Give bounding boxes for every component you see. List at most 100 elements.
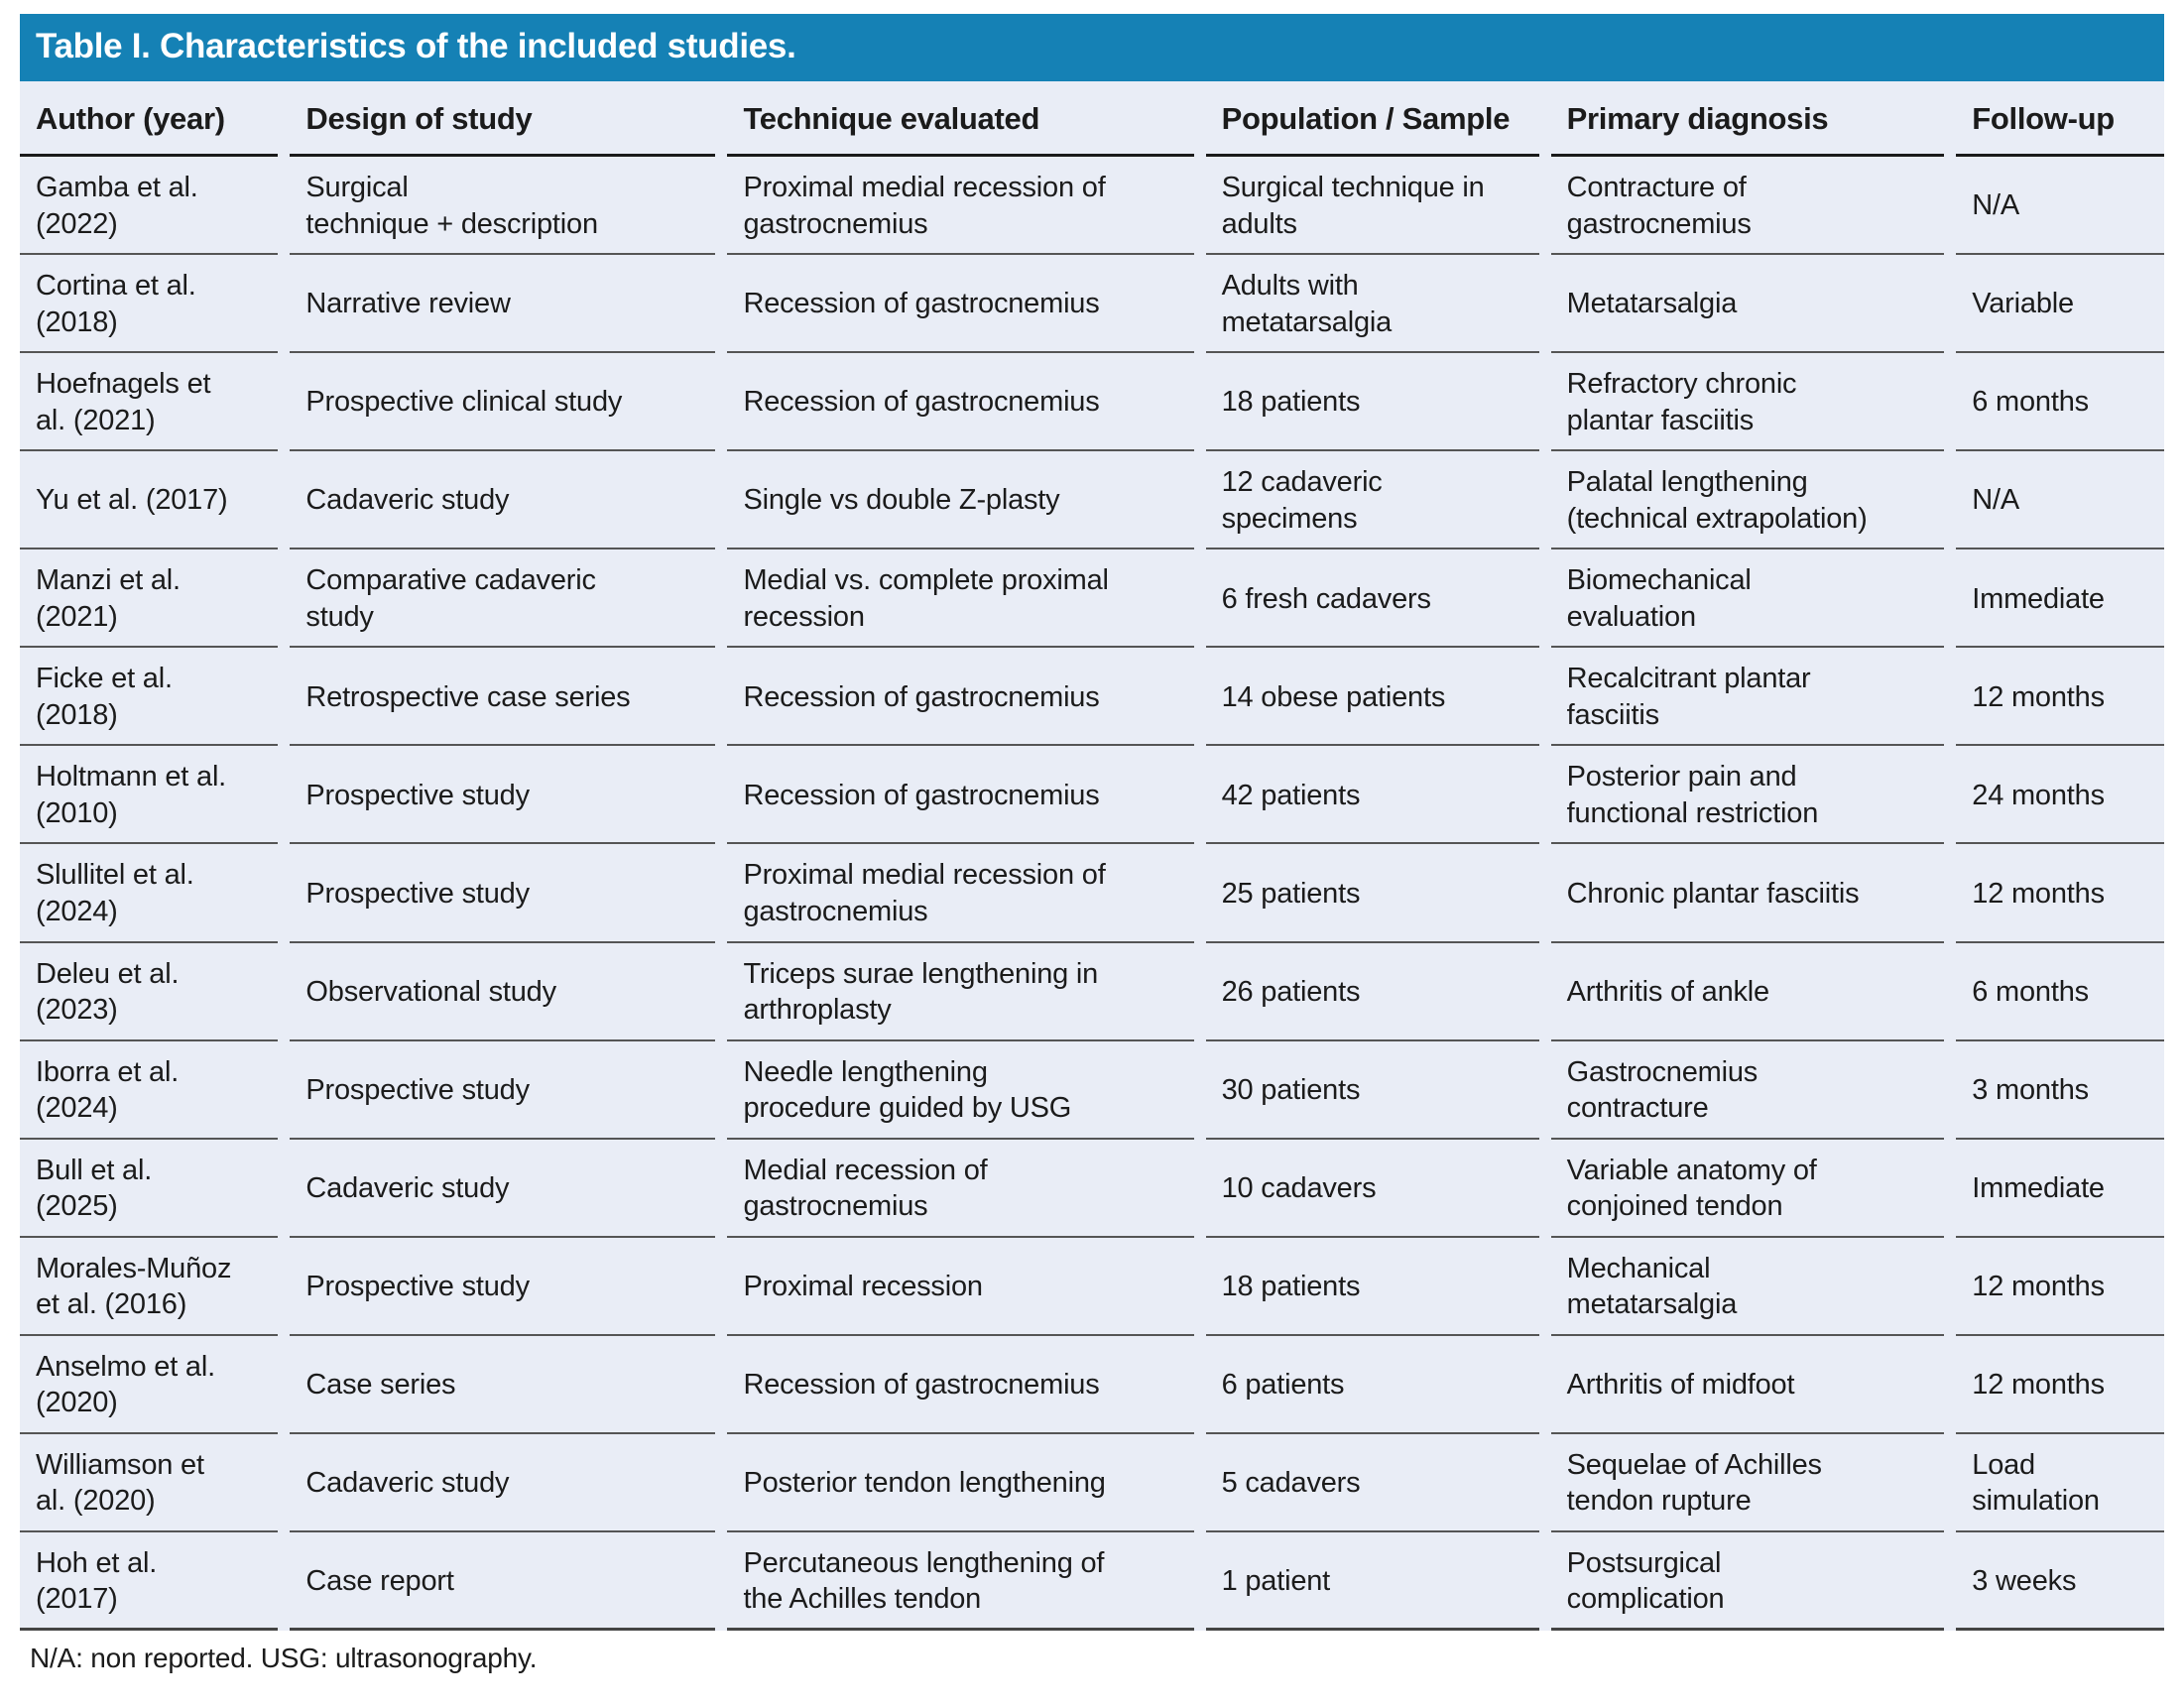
table-cell: Needle lengthening procedure guided by U… [727,1041,1205,1140]
table-cell: Recalcitrant plantar fasciitis [1550,648,1957,747]
table-cell: Slullitel et al. (2024) [20,844,290,943]
table-cell: 18 patients [1205,353,1551,452]
table-cell: Sequelae of Achilles tendon rupture [1550,1434,1957,1532]
table-cell: Biomechanical evaluation [1550,549,1957,649]
table-cell: Hoh et al. (2017) [20,1532,290,1631]
table-cell: N/A [1956,451,2164,550]
table-cell: 6 months [1956,353,2164,452]
table-cell: Proximal medial recession of gastrocnemi… [727,844,1205,943]
column-header: Technique evaluated [727,81,1205,157]
table-cell: Variable anatomy of conjoined tendon [1550,1140,1957,1238]
table-cell: Cadaveric study [290,451,727,550]
table-cell: Deleu et al. (2023) [20,943,290,1041]
table-row: Manzi et al. (2021) Comparative cadaveric… [20,549,2164,649]
table-cell: Ficke et al. (2018) [20,648,290,747]
table-cell: 6 months [1956,943,2164,1041]
table-cell: Anselmo et al. (2020) [20,1336,290,1434]
table-row: Cortina et al. (2018) Narrative review Rec… [20,255,2164,354]
table-cell: Prospective study [290,746,727,845]
table-cell: 14 obese patients [1205,648,1551,747]
table-cell: Load simulation [1956,1434,2164,1532]
table-cell: Narrative review [290,255,727,354]
table-row: Yu et al. (2017) Cadaveric study Single vs… [20,451,2164,550]
table-row: Anselmo et al. (2020) Case series Recessio… [20,1336,2164,1434]
table-cell: Medial recession of gastrocnemius [727,1140,1205,1238]
column-header: Primary diagnosis [1550,81,1957,157]
table-row: Morales-Muñoz et al. (2016) Prospective s… [20,1238,2164,1336]
table-cell: Holtmann et al. (2010) [20,746,290,845]
table-cell: Retrospective case series [290,648,727,747]
table-cell: Immediate [1956,549,2164,649]
table-cell: Immediate [1956,1140,2164,1238]
table-cell: Postsurgical complication [1550,1532,1957,1631]
table-cell: 30 patients [1205,1041,1551,1140]
table-cell: Palatal lengthening (technical extrapola… [1550,451,1957,550]
column-header: Follow-up [1956,81,2164,157]
table-cell: Recession of gastrocnemius [727,353,1205,452]
table-cell: Gastrocnemius contracture [1550,1041,1957,1140]
table-cell: 3 months [1956,1041,2164,1140]
table-cell: Arthritis of midfoot [1550,1336,1957,1434]
table-cell: Posterior pain and functional restrictio… [1550,746,1957,845]
table-cell: Bull et al. (2025) [20,1140,290,1238]
table-cell: 1 patient [1205,1532,1551,1631]
table-cell: 18 patients [1205,1238,1551,1336]
table-cell: Gamba et al. (2022) [20,157,290,256]
header-row: Author (year) Design of study Technique ev… [20,81,2164,157]
table-cell: Recession of gastrocnemius [727,1336,1205,1434]
table-row: Williamson et al. (2020) Cadaveric study P… [20,1434,2164,1532]
table-row: Hoh et al. (2017) Case report Percutaneous… [20,1532,2164,1631]
table-cell: N/A [1956,157,2164,256]
table-cell: Comparative cadaveric study [290,549,727,649]
table-cell: Triceps surae lengthening in arthroplast… [727,943,1205,1041]
table-cell: Chronic plantar fasciitis [1550,844,1957,943]
table-cell: 6 fresh cadavers [1205,549,1551,649]
table-cell: 24 months [1956,746,2164,845]
table-cell: Proximal recession [727,1238,1205,1336]
table-cell: 6 patients [1205,1336,1551,1434]
table-cell: Mechanical metatarsalgia [1550,1238,1957,1336]
table-row: Deleu et al. (2023) Observational study Tr… [20,943,2164,1041]
table-cell: 5 cadavers [1205,1434,1551,1532]
table-cell: Prospective study [290,1238,727,1336]
table-cell: Proximal medial recession of gastrocnemi… [727,157,1205,256]
table-cell: Adults with metatarsalgia [1205,255,1551,354]
table-cell: Single vs double Z-plasty [727,451,1205,550]
characteristics-table: Author (year) Design of study Technique ev… [20,81,2164,1631]
column-header: Author (year) [20,81,290,157]
table-row: Gamba et al. (2022) Surgical technique + … [20,157,2164,256]
table-cell: Observational study [290,943,727,1041]
table-row: Slullitel et al. (2024) Prospective study… [20,844,2164,943]
table-row: Ficke et al. (2018) Retrospective case se… [20,648,2164,747]
table-cell: 12 months [1956,844,2164,943]
table-cell: Recession of gastrocnemius [727,255,1205,354]
table-cell: 12 months [1956,1336,2164,1434]
table-cell: Case series [290,1336,727,1434]
table-row: Holtmann et al. (2010) Prospective study R… [20,746,2164,845]
table-cell: Arthritis of ankle [1550,943,1957,1041]
table-cell: Hoefnagels et al. (2021) [20,353,290,452]
column-header: Population / Sample [1205,81,1551,157]
table-body: Gamba et al. (2022) Surgical technique + … [20,157,2164,1631]
table-cell: Cadaveric study [290,1140,727,1238]
table-cell: 12 months [1956,648,2164,747]
table-footnote: N/A: non reported. USG: ultrasonography. [30,1642,538,1673]
table-cell: 12 months [1956,1238,2164,1336]
table-cell: Williamson et al. (2020) [20,1434,290,1532]
table-cell: 3 weeks [1956,1532,2164,1631]
table-cell: Medial vs. complete proximal recession [727,549,1205,649]
table-cell: Yu et al. (2017) [20,451,290,550]
table-cell: Case report [290,1532,727,1631]
table-cell: Surgical technique in adults [1205,157,1551,256]
table-cell: Iborra et al. (2024) [20,1041,290,1140]
table-cell: 25 patients [1205,844,1551,943]
table-row: Bull et al. (2025) Cadaveric study Medial … [20,1140,2164,1238]
table-cell: Manzi et al. (2021) [20,549,290,649]
table-row: Hoefnagels et al. (2021) Prospective clin… [20,353,2164,452]
table-cell: Cadaveric study [290,1434,727,1532]
table-cell: Percutaneous lengthening of the Achilles… [727,1532,1205,1631]
table-cell: Surgical technique + description [290,157,727,256]
table-title: Table I. Characteristics of the included… [20,14,2164,81]
table-cell: Prospective clinical study [290,353,727,452]
column-header: Design of study [290,81,727,157]
